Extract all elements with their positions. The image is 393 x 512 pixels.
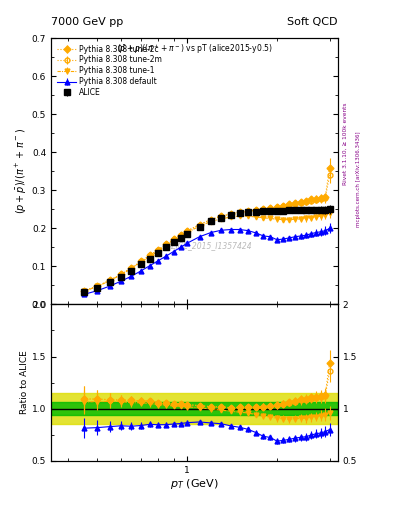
Text: Soft QCD: Soft QCD [288, 16, 338, 27]
Text: 7000 GeV pp: 7000 GeV pp [51, 16, 123, 27]
Text: $(\bar{p}+p)/(\pi^++\pi^-)$ vs pT (alice2015-y0.5): $(\bar{p}+p)/(\pi^++\pi^-)$ vs pT (alice… [117, 42, 272, 56]
Text: Rivet 3.1.10, ≥ 100k events: Rivet 3.1.10, ≥ 100k events [343, 102, 348, 185]
Y-axis label: $(p + \bar{p})/(\pi^+ + \pi^-)$: $(p + \bar{p})/(\pi^+ + \pi^-)$ [14, 129, 29, 215]
Text: ALICE_2015_I1357424: ALICE_2015_I1357424 [166, 241, 252, 250]
Legend: Pythia 8.308 tune-2c, Pythia 8.308 tune-2m, Pythia 8.308 tune-1, Pythia 8.308 de: Pythia 8.308 tune-2c, Pythia 8.308 tune-… [55, 42, 165, 99]
X-axis label: $p_T$ (GeV): $p_T$ (GeV) [170, 477, 219, 492]
Y-axis label: Ratio to ALICE: Ratio to ALICE [20, 351, 29, 414]
Text: mcplots.cern.ch [arXiv:1306.3436]: mcplots.cern.ch [arXiv:1306.3436] [356, 132, 361, 227]
